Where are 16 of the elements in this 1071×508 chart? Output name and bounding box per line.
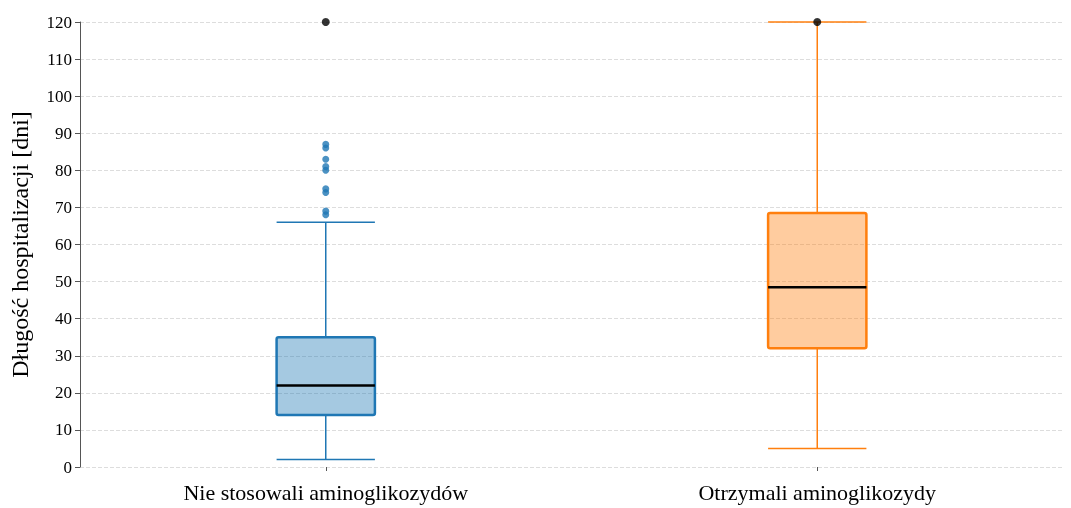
y-axis-title: Długość hospitalizacji [dni] [7, 111, 33, 378]
y-tick-label: 110 [47, 49, 72, 69]
y-tick-label: 30 [55, 346, 72, 366]
y-tick-label: 40 [55, 309, 72, 329]
y-tick-label: 100 [46, 86, 72, 106]
y-tick-label: 90 [55, 123, 72, 143]
y-tick-label: 70 [55, 197, 72, 217]
y-tick-label: 120 [46, 12, 72, 32]
x-tick-label: Otrzymali aminoglikozydy [698, 479, 937, 505]
y-tick-label: 60 [55, 235, 72, 254]
y-tick-label: 20 [55, 383, 72, 403]
y-tick-label: 80 [55, 160, 72, 180]
y-tick-label: 0 [63, 457, 72, 477]
y-tick-label: 50 [55, 272, 72, 292]
x-tick-label: Nie stosowali aminoglikozydów [183, 479, 469, 505]
y-tick-label: 10 [55, 420, 72, 440]
